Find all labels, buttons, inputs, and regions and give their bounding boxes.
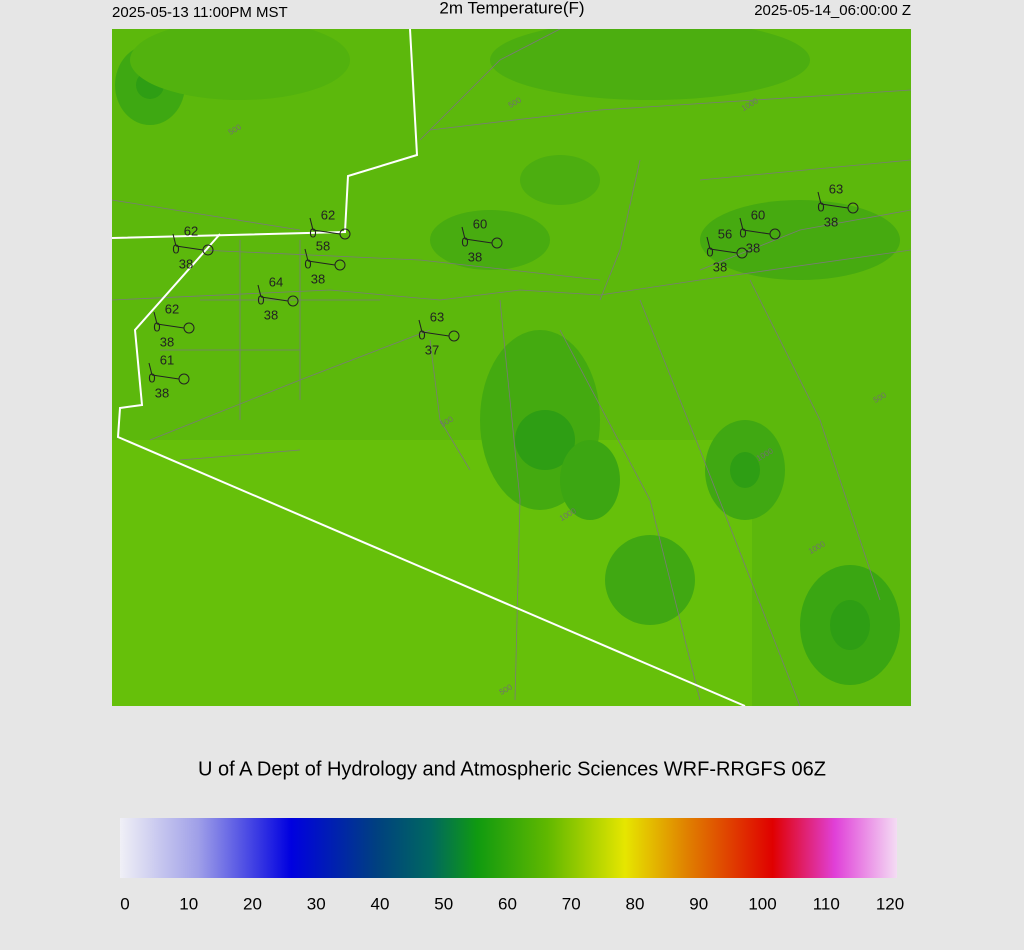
station-plot: 62 038 [153, 301, 195, 349]
wind-barb [820, 203, 849, 209]
wind-barb [175, 245, 204, 251]
wind-barb [706, 236, 711, 250]
wind-barb [257, 284, 262, 298]
wind-barb [418, 319, 423, 333]
wind-speed: 0 [172, 241, 179, 256]
wind-barb [739, 217, 744, 231]
wind-speed: 0 [706, 244, 713, 259]
wind-speed: 0 [739, 225, 746, 240]
dewpoint: 37 [425, 342, 439, 357]
temperature: 61 [160, 352, 174, 367]
color-bar-tick-label: 110 [813, 894, 840, 913]
station-plot: 58 038 [304, 238, 346, 286]
wind-barb [260, 296, 289, 302]
station-plot: 64 038 [257, 274, 299, 322]
wind-speed: 0 [153, 319, 160, 334]
color-bar-tick-label: 90 [689, 894, 708, 913]
temperature: 62 [321, 207, 335, 222]
station-plot: 63 038 [817, 181, 859, 229]
wind-speed: 0 [309, 225, 316, 240]
valid-time: 2025-05-14_06:00:00 Z [754, 2, 911, 19]
dewpoint: 38 [746, 240, 760, 255]
dewpoint: 38 [468, 249, 482, 264]
color-bar-tick-label: 20 [243, 894, 262, 913]
wind-speed: 0 [817, 199, 824, 214]
wind-barb [148, 362, 153, 376]
wind-barb [312, 229, 341, 235]
wind-barb [151, 374, 180, 380]
color-bar-tick-label: 10 [179, 894, 198, 913]
credit: U of A Dept of Hydrology and Atmospheric… [198, 758, 826, 780]
temperature: 63 [430, 309, 444, 324]
wind-barb [742, 229, 771, 235]
temperature: 56 [718, 226, 732, 241]
temperature: 60 [473, 216, 487, 231]
wind-speed: 0 [257, 292, 264, 307]
dewpoint: 38 [311, 271, 325, 286]
wind-barb [156, 323, 185, 329]
temperature: 60 [751, 207, 765, 222]
dewpoint: 38 [713, 259, 727, 274]
wind-barb [172, 233, 177, 247]
station-plot: 62 038 [172, 223, 214, 271]
dewpoint: 38 [264, 307, 278, 322]
temperature: 62 [165, 301, 179, 316]
dewpoint: 38 [179, 256, 193, 271]
color-bar-tick-label: 100 [748, 894, 776, 913]
wind-barb [421, 331, 450, 337]
temperature: 58 [316, 238, 330, 253]
dewpoint: 38 [824, 214, 838, 229]
temperature: 62 [184, 223, 198, 238]
dewpoint: 38 [160, 334, 174, 349]
temperature: 63 [829, 181, 843, 196]
wind-barb [304, 248, 309, 262]
dewpoint: 38 [155, 385, 169, 400]
wind-barb [709, 248, 738, 254]
wind-barb [153, 311, 158, 325]
wind-barb [309, 217, 314, 231]
station-plot: 60 038 [461, 216, 503, 264]
wind-speed: 0 [304, 256, 311, 271]
station-plot: 63 037 [418, 309, 460, 357]
wind-speed: 0 [461, 234, 468, 249]
station-plot: 61 038 [148, 352, 190, 400]
wind-barb [817, 191, 822, 205]
color-bar-tick-label: 80 [626, 894, 645, 913]
wind-speed: 0 [148, 370, 155, 385]
station-plot: 60 038 [739, 207, 781, 255]
station-plot: 62 0 [309, 207, 351, 240]
color-bar-tick-label: 60 [498, 894, 517, 913]
color-bar-tick-label: 30 [307, 894, 326, 913]
map [112, 29, 911, 706]
color-bar-tick-label: 120 [876, 894, 904, 913]
map-title: 2m Temperature(F) [439, 0, 584, 17]
color-bar-tick-label: 0 [120, 894, 129, 913]
color-bar-tick-label: 50 [434, 894, 453, 913]
wind-barb [461, 226, 466, 240]
color-bar-tick-label: 40 [371, 894, 390, 913]
wind-speed: 0 [418, 327, 425, 342]
color-bar [120, 818, 897, 878]
wind-barb [307, 260, 336, 266]
color-bar-tick-label: 70 [562, 894, 581, 913]
temperature: 64 [269, 274, 283, 289]
wind-barb [464, 238, 493, 244]
local-time: 2025-05-13 11:00PM MST [112, 4, 288, 21]
